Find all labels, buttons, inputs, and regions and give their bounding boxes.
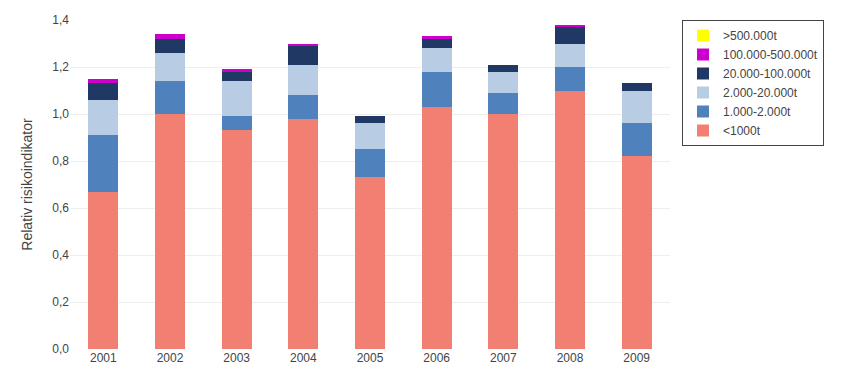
svg-text:1.000-2.000t: 1.000-2.000t <box>723 105 791 119</box>
svg-text:2008: 2008 <box>557 351 584 365</box>
svg-text:0,6: 0,6 <box>52 201 69 215</box>
svg-text:Relativ risikoindikator: Relativ risikoindikator <box>19 118 35 251</box>
svg-text:2002: 2002 <box>157 351 184 365</box>
svg-text:2.000-20.000t: 2.000-20.000t <box>723 86 798 100</box>
svg-text:2001: 2001 <box>90 351 117 365</box>
svg-text:0,2: 0,2 <box>52 295 69 309</box>
svg-text:0,4: 0,4 <box>52 248 69 262</box>
svg-text:1,2: 1,2 <box>52 60 69 74</box>
svg-text:20.000-100.000t: 20.000-100.000t <box>723 67 811 81</box>
svg-text:>500.000t: >500.000t <box>723 29 777 43</box>
svg-text:2007: 2007 <box>490 351 517 365</box>
svg-text:100.000-500.000t: 100.000-500.000t <box>723 48 818 62</box>
svg-text:2004: 2004 <box>290 351 317 365</box>
svg-text:0,0: 0,0 <box>52 342 69 356</box>
svg-text:2009: 2009 <box>623 351 650 365</box>
svg-text:<1000t: <1000t <box>723 124 761 138</box>
svg-text:1,0: 1,0 <box>52 107 69 121</box>
svg-text:0,8: 0,8 <box>52 154 69 168</box>
svg-text:2006: 2006 <box>423 351 450 365</box>
svg-text:2005: 2005 <box>357 351 384 365</box>
svg-text:1,4: 1,4 <box>52 13 69 27</box>
svg-text:2003: 2003 <box>223 351 250 365</box>
